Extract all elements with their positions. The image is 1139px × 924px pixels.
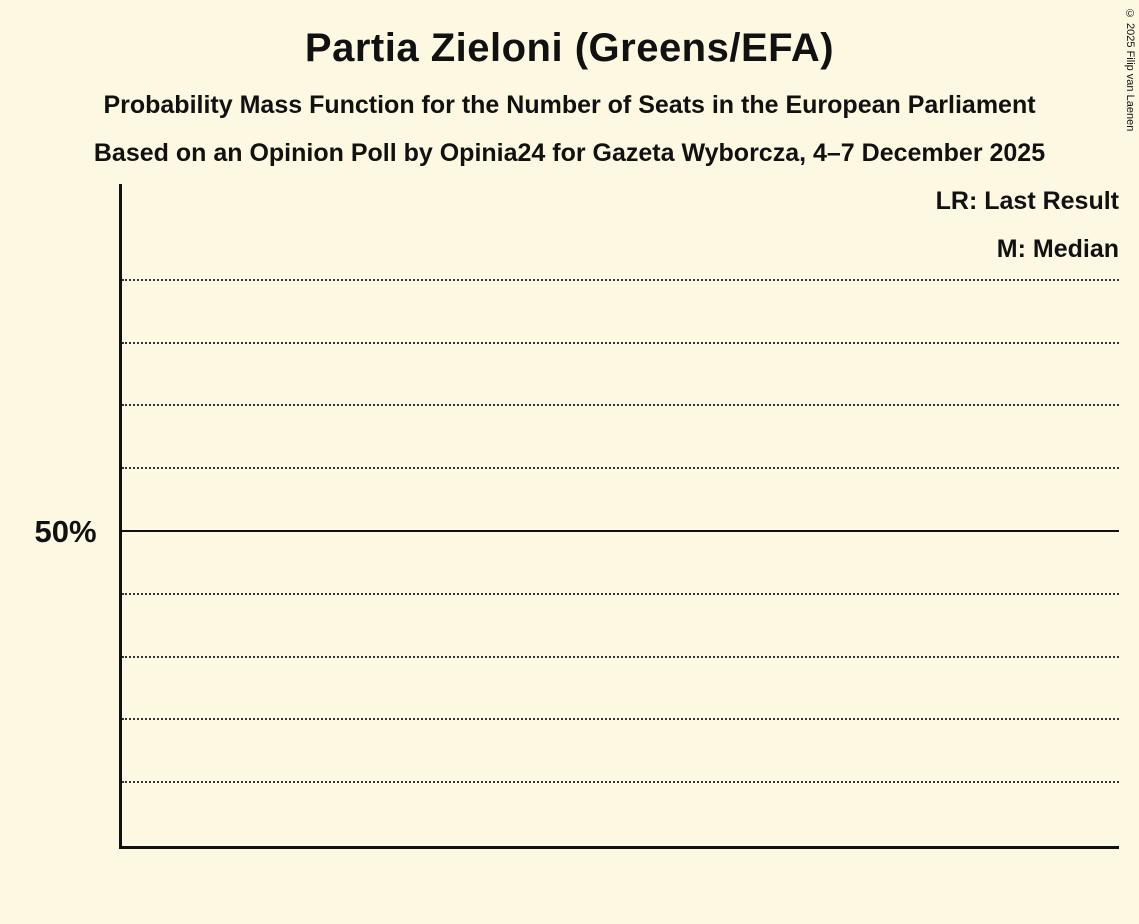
gridline-90 bbox=[122, 278, 1119, 281]
y-axis-line bbox=[119, 184, 122, 848]
legend-last-result: LR: Last Result bbox=[935, 187, 1119, 215]
legend-median: M: Median bbox=[996, 235, 1119, 263]
y-axis-tick-50: 50% bbox=[34, 514, 97, 549]
gridline-20 bbox=[122, 718, 1119, 721]
plot-area bbox=[122, 218, 1119, 846]
gridline-50-solid bbox=[122, 530, 1119, 532]
chart-source-line: Based on an Opinion Poll by Opinia24 for… bbox=[93, 139, 1046, 167]
chart-subtitle: Probability Mass Function for the Number… bbox=[103, 91, 1036, 119]
chart-title: Partia Zieloni (Greens/EFA) bbox=[304, 26, 835, 70]
gridline-30 bbox=[122, 655, 1119, 658]
gridline-60 bbox=[122, 467, 1119, 470]
copyright-notice: © 2025 Filip van Laenen bbox=[1124, 8, 1136, 132]
gridline-10 bbox=[122, 781, 1119, 784]
x-axis-line bbox=[119, 846, 1119, 849]
gridline-70 bbox=[122, 404, 1119, 407]
gridline-40 bbox=[122, 592, 1119, 595]
gridline-80 bbox=[122, 341, 1119, 344]
